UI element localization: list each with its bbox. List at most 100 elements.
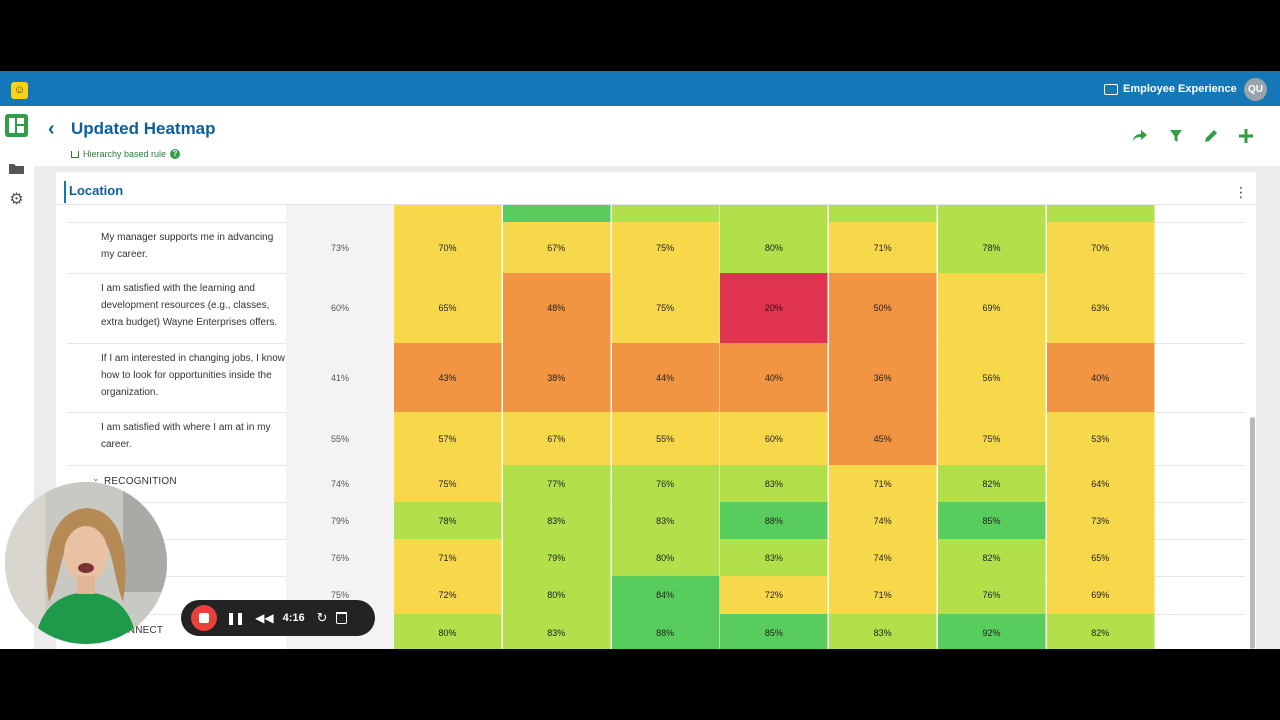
trash-icon[interactable] [335, 612, 347, 624]
workspace-label: Employee Experience [1123, 83, 1237, 95]
heatmap-cell[interactable]: 74% [829, 502, 938, 539]
workspace-switcher[interactable]: Employee Experience ▼ [1104, 81, 1252, 97]
stop-recording-button[interactable] [191, 605, 217, 631]
heatmap-cell[interactable]: 71% [829, 465, 938, 502]
heatmap-cell[interactable]: 88% [720, 502, 829, 539]
heatmap-cell[interactable]: 83% [720, 465, 829, 502]
share-icon[interactable] [1131, 127, 1149, 145]
heatmap-cell[interactable] [938, 205, 1046, 222]
heatmap-cell[interactable]: 38% [502, 343, 611, 412]
group-row[interactable]: ⌄ RECOGNITION 74% 75% 77% 76% 83% 71% 82% 64% [67, 465, 1245, 503]
question-row[interactable]: I am satisfied with the learning and dev… [67, 273, 1245, 344]
heatmap-cell[interactable]: 72% [720, 576, 829, 614]
heatmap-cell[interactable]: 73% [1046, 502, 1155, 539]
heatmap-cell[interactable]: 80% [611, 539, 720, 576]
heatmap-cell[interactable]: 80% [502, 576, 611, 614]
more-options-icon[interactable]: ⋮ [1234, 184, 1248, 200]
heatmap-cell[interactable]: 92% [938, 614, 1046, 649]
heatmap-cell[interactable] [1046, 205, 1155, 222]
heatmap-cell[interactable]: 67% [502, 412, 611, 465]
heatmap-cell[interactable]: 71% [394, 539, 502, 576]
heatmap-cell[interactable]: 75% [394, 465, 502, 502]
group-row[interactable]: ⌄L CONNECT85%80%83%88%85%83%92%82% [67, 614, 1245, 649]
heatmap-cell[interactable]: 75% [611, 222, 720, 273]
heatmap-cell[interactable]: 82% [1046, 614, 1155, 649]
pause-icon[interactable]: ❚❚ [226, 611, 245, 625]
heatmap-cell[interactable]: 77% [502, 465, 611, 502]
question-row[interactable]: If I am interested in changing jobs, I k… [67, 343, 1245, 413]
question-row[interactable]: I am satisfied with where I am at in my … [67, 412, 1245, 466]
heatmap-cell[interactable]: 80% [720, 222, 829, 273]
heatmap-cell[interactable]: 82% [938, 539, 1046, 576]
heatmap-cell[interactable]: 78% [938, 222, 1046, 273]
heatmap-cell[interactable] [502, 205, 611, 222]
heatmap-cell[interactable]: 83% [611, 502, 720, 539]
heatmap-cell[interactable]: 65% [394, 273, 502, 343]
heatmap-cell[interactable]: 70% [394, 222, 502, 273]
heatmap-cell[interactable]: 70% [1046, 222, 1155, 273]
scrollbar-thumb[interactable] [1250, 417, 1255, 649]
heatmap-cell[interactable]: 76% [611, 465, 720, 502]
heatmap-cell[interactable]: 79% [502, 539, 611, 576]
plus-icon[interactable] [1237, 127, 1255, 145]
dashboard-icon[interactable] [5, 114, 28, 137]
heatmap-cell[interactable] [720, 205, 829, 222]
heatmap-cell[interactable]: 84% [611, 576, 720, 614]
heatmap-cell[interactable] [611, 205, 720, 222]
webcam-bubble[interactable] [5, 482, 167, 644]
heatmap-cell[interactable]: 83% [720, 539, 829, 576]
heatmap-cell[interactable] [829, 205, 938, 222]
heatmap-cell[interactable]: 74% [829, 539, 938, 576]
group-row[interactable]: 79% 78% 83% 83% 88% 74% 85% 73% [67, 502, 1245, 540]
heatmap-cell[interactable]: 43% [394, 343, 502, 412]
heatmap-cell[interactable]: 82% [938, 465, 1046, 502]
filter-icon[interactable] [1167, 127, 1185, 145]
heatmap-cell[interactable]: 65% [1046, 539, 1155, 576]
heatmap-cell[interactable]: 88% [611, 614, 720, 649]
back-chevron-icon[interactable]: ‹ [48, 118, 55, 140]
heatmap-cell[interactable]: 36% [829, 343, 938, 412]
heatmap-cell[interactable]: 85% [720, 614, 829, 649]
heatmap-cell[interactable]: 69% [1046, 576, 1155, 614]
folder-icon[interactable] [5, 157, 28, 180]
heatmap-cell[interactable]: 55% [611, 412, 720, 465]
gear-icon[interactable]: ⚙ [9, 191, 24, 208]
smiley-logo-icon[interactable]: ☺ [11, 82, 28, 99]
heatmap-cell[interactable]: 83% [829, 614, 938, 649]
heatmap-cell[interactable]: 75% [938, 412, 1046, 465]
restart-icon[interactable]: ↻ [316, 610, 328, 625]
heatmap-cell[interactable] [394, 205, 502, 222]
heatmap-cell[interactable]: 83% [502, 614, 611, 649]
heatmap-cell[interactable]: 60% [720, 412, 829, 465]
heatmap-cell[interactable]: 85% [938, 502, 1046, 539]
heatmap-cell[interactable]: 83% [502, 502, 611, 539]
heatmap-cell[interactable]: 40% [1046, 343, 1155, 412]
heatmap-cell[interactable]: 63% [1046, 273, 1155, 343]
heatmap-cell[interactable]: 71% [829, 576, 938, 614]
heatmap-cell[interactable]: 53% [1046, 412, 1155, 465]
rewind-icon[interactable]: ◀◀ [255, 611, 274, 625]
heatmap-cell[interactable]: 69% [938, 273, 1046, 343]
heatmap-cell[interactable]: 72% [394, 576, 502, 614]
heatmap-cell[interactable]: 78% [394, 502, 502, 539]
heatmap-cell[interactable]: 20% [720, 273, 829, 343]
heatmap-cell[interactable]: 75% [611, 273, 720, 343]
group-row[interactable]: ⌄CAPACITY76%71%79%80%83%74%82%65% [67, 539, 1245, 577]
heatmap-cell[interactable]: 57% [394, 412, 502, 465]
help-icon[interactable]: ? [170, 149, 181, 159]
heatmap-cell[interactable]: 64% [1046, 465, 1155, 502]
heatmap-cell[interactable]: 71% [829, 222, 938, 273]
heatmap-cell[interactable]: 80% [394, 614, 502, 649]
heatmap-cell[interactable]: 56% [938, 343, 1046, 412]
heatmap-cell[interactable]: 45% [829, 412, 938, 465]
collapse-chevron-icon[interactable]: ⌄ [92, 473, 100, 483]
heatmap-cell[interactable]: 76% [938, 576, 1046, 614]
heatmap-cell[interactable]: 44% [611, 343, 720, 412]
pencil-icon[interactable] [1202, 127, 1220, 145]
heatmap-cell[interactable]: 40% [720, 343, 829, 412]
question-row[interactable]: My manager supports me in advancing my c… [67, 222, 1245, 274]
heatmap-cell[interactable]: 50% [829, 273, 938, 343]
user-avatar[interactable]: QU [1244, 78, 1267, 101]
heatmap-cell[interactable]: 67% [502, 222, 611, 273]
heatmap-cell[interactable]: 48% [502, 273, 611, 343]
